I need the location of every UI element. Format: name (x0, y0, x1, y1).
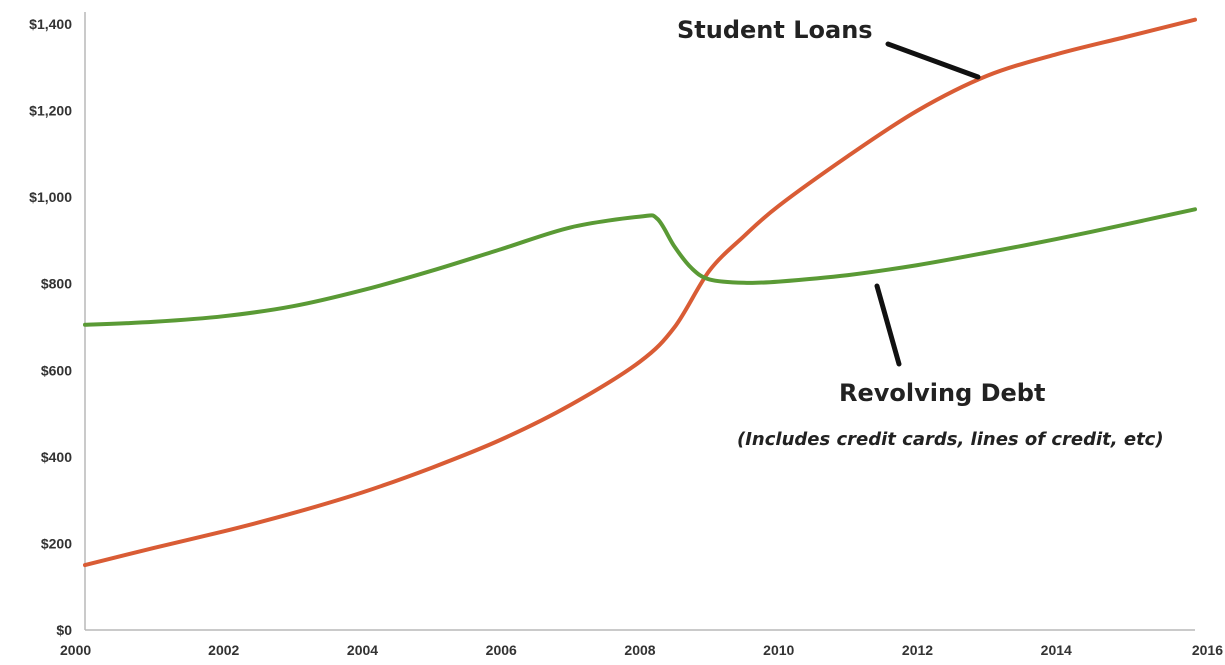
revolving-debt-sublabel: (Includes credit cards, lines of credit,… (737, 429, 1164, 450)
y-tick-label: $400 (41, 449, 72, 465)
x-tick-label: 2010 (763, 642, 794, 658)
x-tick-label: 2016 (1192, 642, 1223, 658)
series-lines (83, 17, 1197, 568)
x-tick-label: 2006 (486, 642, 517, 658)
y-tick-label: $1,400 (29, 16, 72, 32)
x-tick-label: 2012 (902, 642, 933, 658)
x-tick-label: 2004 (347, 642, 378, 658)
chart-axes (84, 12, 1195, 631)
x-tick-label: 2008 (624, 642, 655, 658)
x-tick-label: 2002 (208, 642, 239, 658)
y-tick-label: $200 (41, 535, 72, 551)
student-loans-line (83, 17, 1197, 568)
x-tick-label: 2014 (1041, 642, 1072, 658)
y-tick-label: $1,200 (29, 103, 72, 119)
y-tick-label: $1,000 (29, 189, 72, 205)
revolving-debt-label: Revolving Debt (839, 379, 1045, 407)
y-tick-label: $800 (41, 276, 72, 292)
student-loans-label: Student Loans (677, 16, 873, 44)
revolving-debt-line (83, 207, 1197, 327)
y-tick-labels: $0 $200 $400 $600 $800 $1,000 $1,200 $1,400 (29, 16, 72, 638)
student-loans-pointer (885, 41, 981, 80)
x-tick-label: 2000 (60, 642, 91, 658)
y-tick-label: $600 (41, 362, 72, 378)
revolving-debt-pointer (874, 283, 902, 367)
y-tick-label: $0 (56, 622, 72, 638)
x-tick-labels: 2000 2002 2004 2006 2008 2010 2012 2014 2016 (60, 642, 1223, 658)
series-annotations: Student Loans Revolving Debt (Includes c… (677, 16, 1164, 450)
